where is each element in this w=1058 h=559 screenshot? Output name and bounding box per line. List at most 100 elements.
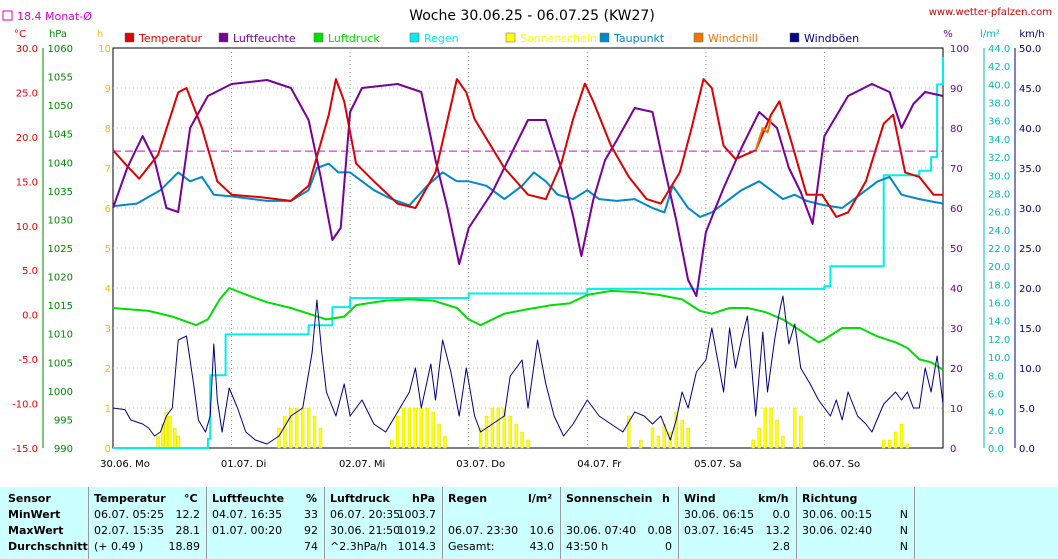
- sunshine-bar: [389, 439, 394, 449]
- avg-pressure-trend: ^2.3hPa/h: [330, 540, 388, 553]
- table-divider: [206, 487, 207, 559]
- sunshine-bar: [168, 415, 172, 449]
- humidity-tick-label: 80: [950, 124, 963, 135]
- humidity-tick-label: 50: [950, 244, 963, 255]
- sunshine-bar: [413, 407, 418, 449]
- rain-tick-label: 10.0: [988, 353, 1010, 364]
- sunshine-bar: [905, 443, 910, 449]
- weather-chart: Woche 30.06.25 - 06.07.25 (KW27) www.wet…: [2, 7, 1052, 470]
- max-sunshine-value: 0.08: [647, 524, 673, 537]
- sunshine-bar: [176, 435, 180, 449]
- sunshine-bar: [502, 407, 506, 449]
- sunshine-bar: [638, 439, 643, 449]
- sunshine-bar: [627, 415, 631, 449]
- pressure-tick-label: 1040: [48, 158, 73, 169]
- rain-tick-label: 18.0: [988, 280, 1010, 291]
- min-direction-value: N: [899, 508, 908, 521]
- x-axis-labels: 30.06. Mo 01.07. Di 02.07. Mi 03.07. Do 04.0…: [100, 459, 860, 470]
- humidity-tick-label: 70: [950, 164, 963, 175]
- temperature-tick-label: 20.0: [16, 133, 38, 144]
- legend-swatch: [313, 32, 324, 43]
- legend-swatch: [599, 32, 610, 43]
- pressure-tick-label: 1015: [48, 301, 73, 312]
- rain-tick-label: 12.0: [988, 335, 1010, 346]
- sunshine-bar: [520, 431, 524, 449]
- legend-label: Luftfeuchte: [233, 32, 296, 45]
- sunshine-bar: [301, 407, 305, 449]
- sunshine-bar: [686, 427, 690, 449]
- legend-swatch: [409, 32, 420, 43]
- rain-tick-label: 22.0: [988, 244, 1010, 255]
- sunshine-bar: [484, 415, 489, 449]
- legend-label: Windchill: [708, 32, 758, 45]
- max-pressure-time: 30.06. 21:50: [330, 524, 401, 537]
- sunshine-bar: [173, 427, 177, 449]
- header-rain: Regen: [448, 492, 488, 505]
- rain-tick-label: 30.0: [988, 171, 1010, 182]
- max-temp-value: 28.1: [175, 524, 201, 537]
- sunshine-bar: [899, 423, 904, 449]
- pressure-axis-unit: hPa: [49, 29, 67, 40]
- rain-tick-label: 24.0: [988, 226, 1010, 237]
- legend-label: Luftdruck: [328, 32, 380, 45]
- rain-tick-label: 20.0: [988, 262, 1010, 273]
- sunshine-bar: [478, 427, 483, 449]
- series-line-regen: [113, 57, 944, 449]
- max-humidity-value: 92: [304, 524, 318, 537]
- min-pressure-value: 1003.7: [397, 508, 437, 521]
- legend-label: Sonnenschein: [520, 32, 597, 45]
- sunshine-bar: [769, 407, 773, 449]
- sun-axis-unit: h: [97, 29, 103, 40]
- max-pressure-value: 1019.2: [397, 524, 437, 537]
- rain-tick-label: 6.0: [988, 389, 1004, 400]
- x-tick-label: 30.06. Mo: [100, 459, 150, 470]
- temperature-tick-label: 30.0: [16, 44, 38, 55]
- temperature-tick-label: 25.0: [16, 88, 38, 99]
- sunshine-tick-label: 8: [105, 124, 111, 135]
- wind-tick-label: 30.0: [1019, 204, 1041, 215]
- sunshine-bar: [277, 427, 281, 449]
- rain-tick-label: 8.0: [988, 371, 1004, 382]
- header-wind: Wind: [684, 492, 716, 505]
- x-tick-label: 06.07. So: [813, 459, 860, 470]
- site-link[interactable]: www.wetter-pfalzen.com: [929, 7, 1052, 18]
- left-axes: -15.0 -10.0 -5.0 0.0 5.0 10.0 15.0 20.0 25.0 30.0…: [12, 44, 111, 455]
- plot-frame: [112, 47, 944, 449]
- legend-swatch: [218, 32, 229, 43]
- rain-tick-label: 34.0: [988, 135, 1010, 146]
- rain-tick-label: 44.0: [988, 44, 1010, 55]
- sunshine-tick-label: 2: [105, 364, 111, 375]
- series-line-temperatur: [112, 78, 943, 218]
- sunshine-bar: [306, 407, 311, 449]
- wind-axis-unit: km/h: [1019, 29, 1044, 40]
- sunshine-bar: [680, 419, 684, 449]
- min-direction-time: 30.06. 00:15: [802, 508, 873, 521]
- sunshine-total: 43:50 h: [566, 540, 609, 553]
- wind-tick-label: 20.0: [1019, 284, 1041, 295]
- humidity-tick-label: 30: [950, 324, 963, 335]
- legend-swatch: [505, 32, 516, 43]
- max-wind-value: 13.2: [765, 524, 791, 537]
- legend-label: Taupunkt: [613, 32, 665, 45]
- temperature-tick-label: 10.0: [16, 222, 38, 233]
- wind-tick-label: 45.0: [1019, 84, 1041, 95]
- sunshine-bar: [775, 419, 779, 449]
- series-line-luftdruck: [112, 287, 944, 371]
- legend-swatch: [789, 32, 800, 43]
- sunshine-tick-label: 7: [105, 164, 111, 175]
- header-pressure: Luftdruck: [330, 492, 390, 505]
- sunshine-bar: [514, 423, 518, 449]
- row-label-avg: Durchschnitt: [8, 540, 88, 553]
- max-sunshine-time: 30.06. 07:40: [566, 524, 637, 537]
- series-line-windchill: [754, 118, 773, 151]
- sunshine-bar: [508, 415, 512, 449]
- rain-tick-label: 32.0: [988, 153, 1010, 164]
- table-divider: [678, 487, 679, 559]
- wind-tick-label: 10.0: [1019, 364, 1041, 375]
- sunshine-tick-label: 6: [105, 204, 111, 215]
- sunshine-bar: [781, 435, 785, 449]
- series-line-luftfeuchte: [112, 79, 944, 297]
- sunshine-tick-label: 3: [105, 324, 111, 335]
- wind-tick-label: 15.0: [1019, 324, 1041, 335]
- pressure-tick-label: 995: [54, 415, 73, 426]
